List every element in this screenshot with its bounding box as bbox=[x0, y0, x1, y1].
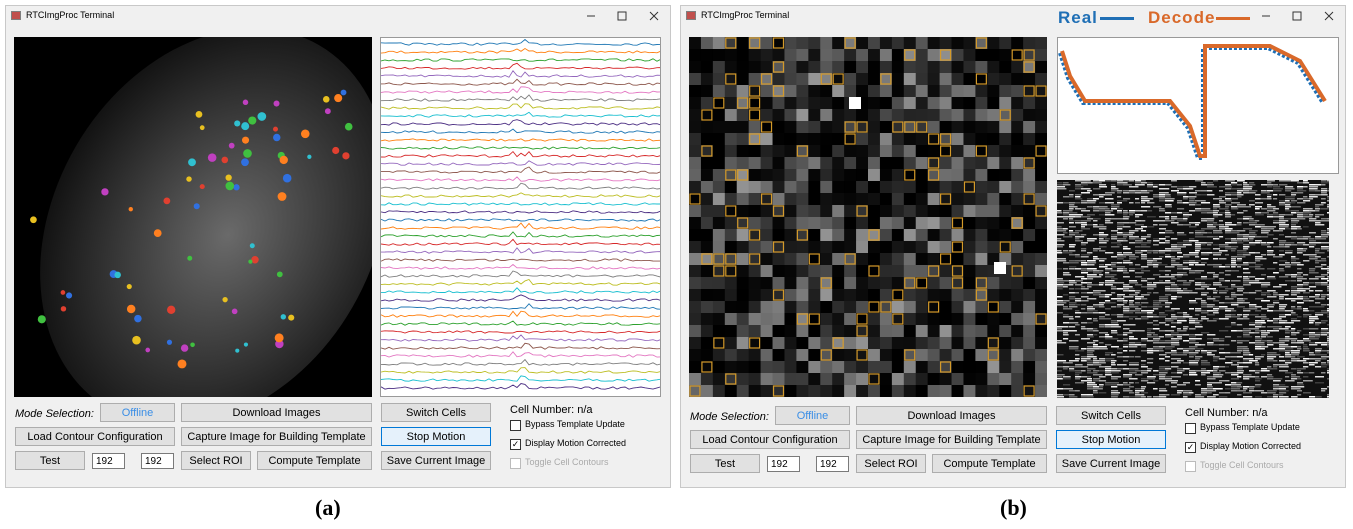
button[interactable]: Save Current Image bbox=[381, 451, 491, 470]
app-icon bbox=[11, 11, 21, 20]
legend-line bbox=[1100, 17, 1134, 20]
text-input[interactable]: 192 bbox=[92, 453, 125, 469]
window-title: RTCImgProc Terminal bbox=[26, 10, 114, 20]
status-text: Cell Number: n/a bbox=[1185, 407, 1268, 419]
button[interactable]: Select ROI bbox=[856, 454, 926, 473]
window-controls[interactable] bbox=[1257, 8, 1347, 24]
trace-view bbox=[380, 37, 661, 397]
checkbox-label: Bypass Template Update bbox=[1200, 422, 1300, 432]
checkbox[interactable] bbox=[510, 420, 521, 431]
checkbox-label: Toggle Cell Contours bbox=[525, 457, 609, 467]
button[interactable]: Compute Template bbox=[932, 454, 1047, 473]
button[interactable]: Download Images bbox=[856, 406, 1047, 425]
checkbox-label: Bypass Template Update bbox=[525, 419, 625, 429]
image-view bbox=[689, 37, 1047, 397]
legend-line bbox=[1216, 17, 1250, 20]
text-input[interactable]: 192 bbox=[141, 453, 174, 469]
checkbox-label: Display Motion Corrected bbox=[525, 438, 626, 448]
legend-label: Real bbox=[1058, 8, 1098, 28]
button[interactable]: Load Contour Configuration bbox=[15, 427, 175, 446]
checkbox-label: Toggle Cell Contours bbox=[1200, 460, 1284, 470]
window-title: RTCImgProc Terminal bbox=[701, 10, 789, 20]
raster-view bbox=[1057, 180, 1329, 398]
mode-label: Mode Selection: bbox=[15, 408, 94, 420]
button[interactable]: Load Contour Configuration bbox=[690, 430, 850, 449]
caption: (b) bbox=[1000, 495, 1027, 521]
checkbox-label: Display Motion Corrected bbox=[1200, 441, 1301, 451]
text-input[interactable]: 192 bbox=[816, 456, 849, 472]
mode-button[interactable]: Offline bbox=[775, 406, 850, 425]
checkbox[interactable] bbox=[1185, 423, 1196, 434]
button[interactable]: Test bbox=[15, 451, 85, 470]
decode-view bbox=[1057, 37, 1339, 174]
checkbox bbox=[1185, 461, 1196, 472]
button[interactable]: Compute Template bbox=[257, 451, 372, 470]
screenshot: RTCImgProc Terminal Mode Selection: Offlin… bbox=[0, 0, 1353, 529]
status-text: Cell Number: n/a bbox=[510, 404, 593, 416]
text-input[interactable]: 192 bbox=[767, 456, 800, 472]
caption: (a) bbox=[315, 495, 341, 521]
button[interactable]: Stop Motion bbox=[381, 427, 491, 446]
button[interactable]: Capture Image for Building Template bbox=[181, 427, 372, 446]
checkbox bbox=[510, 458, 521, 469]
checkbox[interactable]: ✓ bbox=[510, 439, 521, 450]
app-icon bbox=[686, 11, 696, 20]
button[interactable]: Switch Cells bbox=[1056, 406, 1166, 425]
mode-button[interactable]: Offline bbox=[100, 403, 175, 422]
image-view bbox=[14, 37, 372, 397]
button[interactable]: Stop Motion bbox=[1056, 430, 1166, 449]
legend-label: Decode bbox=[1148, 8, 1215, 28]
button[interactable]: Select ROI bbox=[181, 451, 251, 470]
button[interactable]: Download Images bbox=[181, 403, 372, 422]
button[interactable]: Test bbox=[690, 454, 760, 473]
window-controls[interactable] bbox=[582, 8, 672, 24]
mode-label: Mode Selection: bbox=[690, 411, 769, 423]
checkbox[interactable]: ✓ bbox=[1185, 442, 1196, 453]
button[interactable]: Save Current Image bbox=[1056, 454, 1166, 473]
button[interactable]: Switch Cells bbox=[381, 403, 491, 422]
button[interactable]: Capture Image for Building Template bbox=[856, 430, 1047, 449]
